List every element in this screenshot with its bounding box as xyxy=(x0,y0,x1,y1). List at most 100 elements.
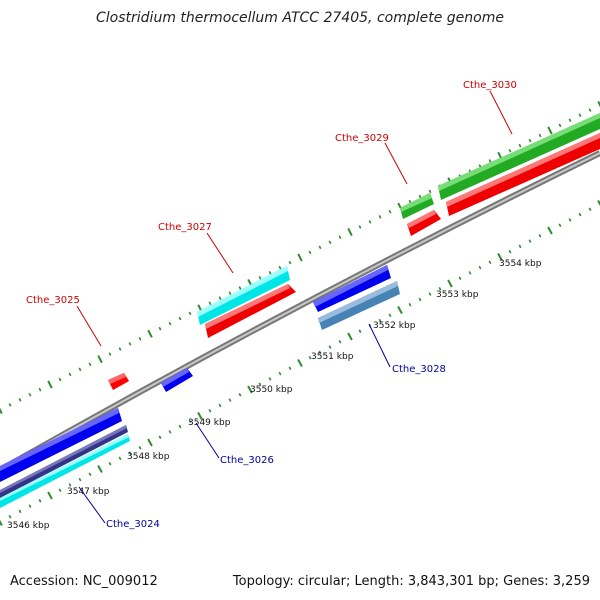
minor-tick xyxy=(578,113,582,117)
minor-tick xyxy=(88,362,92,367)
major-tick xyxy=(597,100,600,108)
minor-tick xyxy=(178,316,182,321)
summary-text: Topology: circular; Length: 3,843,301 bp… xyxy=(232,574,590,589)
minor-tick xyxy=(38,499,42,503)
minor-tick xyxy=(358,329,362,333)
minor-tick xyxy=(68,483,72,487)
minor-tick xyxy=(268,377,272,381)
minor-tick xyxy=(438,287,442,291)
minor-tick xyxy=(428,292,432,296)
minor-tick xyxy=(208,408,212,413)
minor-tick xyxy=(458,276,462,280)
minor-tick xyxy=(38,387,42,392)
minor-tick xyxy=(228,398,232,402)
minor-tick xyxy=(358,225,362,229)
minor-tick xyxy=(318,245,322,250)
major-tick xyxy=(197,412,203,420)
minor-tick xyxy=(68,372,72,377)
major-tick xyxy=(547,126,553,135)
minor-tick xyxy=(208,301,212,306)
minor-tick xyxy=(428,189,432,194)
minor-tick xyxy=(308,250,312,255)
minor-tick xyxy=(8,514,12,519)
feature-cthe-3030-cds[interactable] xyxy=(438,113,600,200)
feature-cthe-3024-cds-dark[interactable] xyxy=(0,425,128,498)
minor-tick xyxy=(238,286,242,290)
minor-tick xyxy=(88,472,92,477)
feature-cthe-3028-cds[interactable] xyxy=(318,281,400,330)
minor-tick xyxy=(558,123,562,128)
feature-cthe-3029-gene[interactable] xyxy=(407,210,441,236)
minor-tick xyxy=(228,291,232,295)
minor-tick xyxy=(528,138,532,143)
minor-tick xyxy=(488,159,492,163)
minor-tick xyxy=(138,337,142,341)
scale-label-3546: 3546 kbp xyxy=(7,521,50,531)
major-tick xyxy=(297,253,303,262)
minor-tick xyxy=(508,249,512,254)
minor-tick xyxy=(178,424,182,429)
minor-tick xyxy=(468,271,472,275)
major-tick xyxy=(147,438,153,447)
outer-tick-row xyxy=(0,100,600,415)
inner-tick-row xyxy=(0,200,600,526)
minor-tick xyxy=(18,398,22,402)
feature-cthe-3024-gene[interactable] xyxy=(0,408,122,482)
minor-tick xyxy=(268,270,272,275)
accession-text: Accession: NC_009012 xyxy=(10,574,158,589)
minor-tick xyxy=(188,419,192,424)
minor-tick xyxy=(138,446,142,450)
feature-cthe-3028-gene[interactable] xyxy=(313,265,391,312)
scale-label-3554: 3554 kbp xyxy=(499,259,542,269)
minor-tick xyxy=(418,194,422,199)
major-tick xyxy=(47,491,53,500)
minor-tick xyxy=(378,215,382,219)
minor-tick xyxy=(538,234,542,238)
feature-cthe-3024-cds[interactable] xyxy=(0,434,130,508)
feature-cthe-3025[interactable] xyxy=(108,373,129,390)
forward-leader-lines xyxy=(76,90,513,347)
minor-tick xyxy=(78,477,82,482)
minor-tick xyxy=(378,318,382,323)
minor-tick xyxy=(28,392,32,397)
minor-tick xyxy=(168,430,172,434)
scale-label-3552: 3552 kbp xyxy=(373,321,416,331)
major-tick xyxy=(497,253,503,261)
minor-tick xyxy=(388,209,392,214)
major-tick xyxy=(97,465,103,473)
scale-label-3547: 3547 kbp xyxy=(67,487,110,497)
feature-cthe-3029-cds[interactable] xyxy=(400,193,434,219)
minor-tick xyxy=(288,260,292,265)
scale-label-3548: 3548 kbp xyxy=(127,452,170,462)
minor-tick xyxy=(218,296,222,300)
gene-label-cthe-3028: Cthe_3028 xyxy=(392,364,446,375)
feature-cthe-3030-gene[interactable] xyxy=(446,133,600,216)
gene-label-cthe-3025: Cthe_3025 xyxy=(26,295,80,306)
minor-tick xyxy=(288,366,292,371)
minor-tick xyxy=(58,488,62,492)
minor-tick xyxy=(308,355,312,360)
minor-tick xyxy=(478,265,482,270)
minor-tick xyxy=(588,108,592,112)
minor-tick xyxy=(78,367,82,372)
feature-cthe-3026[interactable] xyxy=(161,368,193,392)
minor-tick xyxy=(18,509,22,514)
gene-label-cthe-3030: Cthe_3030 xyxy=(463,80,517,91)
scale-label-3551: 3551 kbp xyxy=(311,352,354,362)
feature-cthe-3027-cds[interactable] xyxy=(197,266,290,325)
major-tick xyxy=(597,200,600,207)
gene-label-cthe-3026: Cthe_3026 xyxy=(220,455,274,466)
gene-label-cthe-3027: Cthe_3027 xyxy=(158,222,212,233)
scale-label-3549: 3549 kbp xyxy=(188,418,231,428)
minor-tick xyxy=(518,143,522,148)
gene-label-cthe-3029: Cthe_3029 xyxy=(335,133,389,144)
minor-tick xyxy=(388,313,392,318)
major-tick xyxy=(247,385,253,394)
minor-tick xyxy=(58,377,62,382)
minor-tick xyxy=(408,199,412,204)
minor-tick xyxy=(118,347,122,351)
minor-tick xyxy=(218,403,222,408)
minor-tick xyxy=(108,461,112,466)
feature-cthe-3027-gene[interactable] xyxy=(205,284,296,338)
minor-tick xyxy=(588,207,592,212)
